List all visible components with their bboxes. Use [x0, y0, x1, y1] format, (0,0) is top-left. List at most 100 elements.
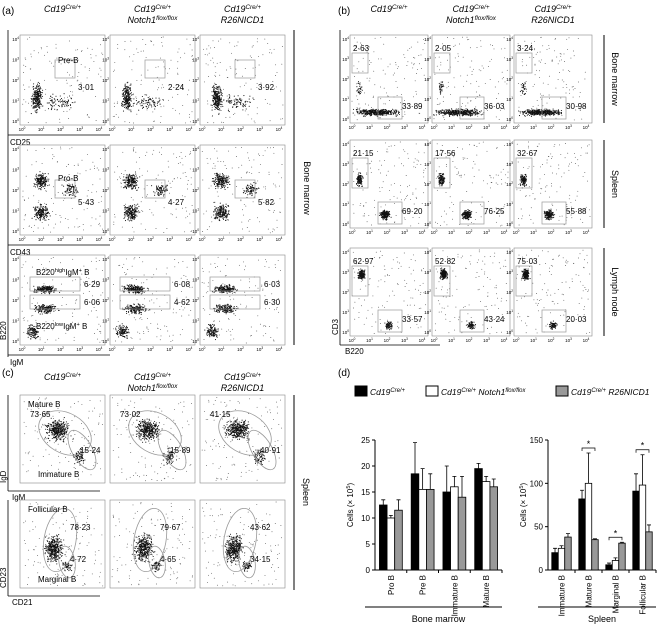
event-dot [221, 104, 222, 105]
event-dot [229, 98, 230, 99]
event-dot [222, 205, 223, 206]
event-dot [217, 217, 218, 218]
event-dot [151, 299, 152, 300]
event-dot [124, 187, 125, 188]
event-dot [130, 211, 131, 212]
event-dot [247, 152, 248, 153]
event-dot [169, 336, 170, 337]
event-dot [49, 292, 50, 293]
event-dot [248, 185, 249, 186]
event-dot [74, 226, 75, 227]
event-dot [142, 211, 143, 212]
label-part: 3 [107, 277, 109, 281]
event-dot [75, 303, 76, 304]
event-dot [129, 206, 130, 207]
event-dot [44, 219, 45, 220]
event-dot [216, 96, 217, 97]
event-dot [149, 104, 150, 105]
event-dot [235, 289, 236, 290]
event-dot [122, 94, 123, 95]
event-dot [84, 209, 85, 210]
event-dot [218, 161, 219, 162]
event-dot [60, 99, 61, 100]
event-dot [70, 184, 71, 185]
event-dot [218, 184, 219, 185]
event-dot [33, 207, 34, 208]
event-dot [159, 100, 160, 101]
event-dot [99, 260, 100, 261]
event-dot [22, 311, 23, 312]
event-dot [128, 93, 129, 94]
event-dot [167, 73, 168, 74]
event-dot [248, 191, 249, 192]
event-dot [131, 197, 132, 198]
event-dot [243, 106, 244, 107]
event-dot [270, 120, 271, 121]
event-dot [119, 265, 120, 266]
event-dot [190, 310, 191, 311]
event-dot [129, 220, 130, 221]
event-dot [242, 229, 243, 230]
event-dot [66, 80, 67, 81]
event-dot [215, 188, 216, 189]
event-dot [213, 91, 214, 92]
event-dot [57, 109, 58, 110]
event-dot [45, 208, 46, 209]
event-dot [177, 68, 178, 69]
event-dot [249, 188, 250, 189]
event-dot [146, 100, 147, 101]
event-dot [129, 314, 130, 315]
label-part: Pre-B [58, 56, 78, 65]
event-dot [35, 307, 36, 308]
event-dot [141, 289, 142, 290]
event-dot [38, 86, 39, 87]
event-dot [40, 179, 41, 180]
event-dot [250, 190, 251, 191]
event-dot [221, 94, 222, 95]
event-dot [191, 184, 192, 185]
event-dot [187, 189, 188, 190]
label-part: 1 [17, 208, 19, 212]
event-dot [37, 291, 38, 292]
event-dot [129, 284, 130, 285]
event-dot [236, 73, 237, 74]
event-dot [269, 52, 270, 53]
event-dot [131, 213, 132, 214]
event-dot [220, 91, 221, 92]
event-dot [166, 326, 167, 327]
event-dot [50, 96, 51, 97]
event-dot [128, 286, 129, 287]
event-dot [150, 323, 151, 324]
event-dot [40, 101, 41, 102]
event-dot [37, 92, 38, 93]
event-dot [45, 89, 46, 90]
event-dot [124, 209, 125, 210]
event-dot [173, 312, 174, 313]
event-dot [98, 224, 99, 225]
event-dot [50, 313, 51, 314]
event-dot [228, 151, 229, 152]
event-dot [52, 279, 53, 280]
event-dot [136, 98, 137, 99]
event-dot [130, 177, 131, 178]
event-dot [141, 80, 142, 81]
event-dot [30, 324, 31, 325]
label-part: 4 [191, 346, 193, 350]
event-dot [228, 109, 229, 110]
event-dot [232, 194, 233, 195]
label: 102 [237, 126, 244, 132]
label-part: 2 [17, 77, 19, 81]
event-dot [31, 164, 32, 165]
event-dot [122, 332, 123, 333]
event-dot [40, 87, 41, 88]
event-dot [161, 192, 162, 193]
event-dot [141, 100, 142, 101]
event-dot [161, 310, 162, 311]
event-dot [245, 104, 246, 105]
event-dot [77, 191, 78, 192]
event-dot [128, 289, 129, 290]
event-dot [96, 310, 97, 311]
event-dot [91, 225, 92, 226]
event-dot [62, 297, 63, 298]
event-dot [45, 210, 46, 211]
